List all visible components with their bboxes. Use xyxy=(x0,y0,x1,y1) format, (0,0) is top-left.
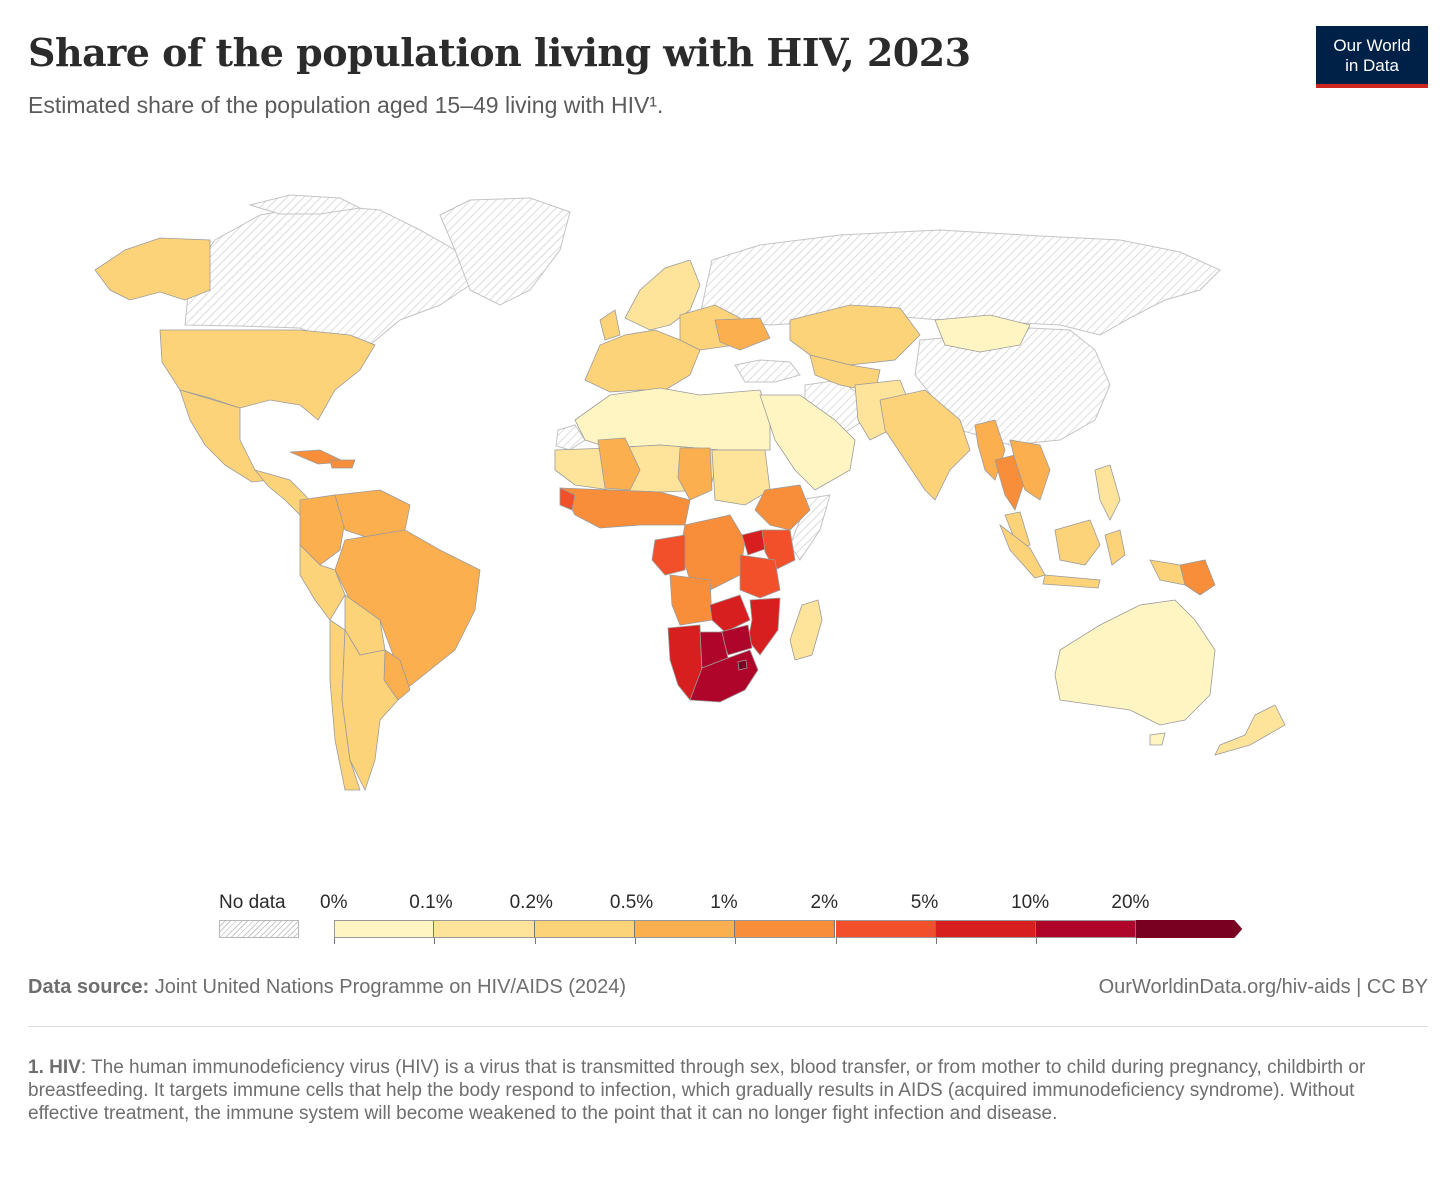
logo-line-1: Our World xyxy=(1333,36,1411,55)
region-indonesia-java[interactable] xyxy=(1042,574,1101,589)
world-map xyxy=(94,194,1286,792)
legend-bin[interactable] xyxy=(735,920,836,938)
source-url[interactable]: OurWorldinData.org/hiv-aids | CC BY xyxy=(1098,976,1428,998)
legend-bin[interactable] xyxy=(1036,920,1137,938)
region-indonesia-sumatra[interactable] xyxy=(999,523,1046,579)
legend-bin[interactable] xyxy=(334,920,435,938)
region-argentina[interactable] xyxy=(341,628,399,792)
data-source-label: Data source: xyxy=(28,976,150,998)
legend-no-data-label: No data xyxy=(219,892,286,913)
legend-tick-label: 0% xyxy=(320,892,348,913)
region-angola[interactable] xyxy=(669,574,713,626)
owid-logo[interactable]: Our World in Data xyxy=(1316,26,1428,88)
footnote-text: : The human immunodeficiency virus (HIV)… xyxy=(28,1057,1366,1124)
region-peru[interactable] xyxy=(299,544,346,621)
region-madagascar[interactable] xyxy=(789,599,823,661)
chart-subtitle: Estimated share of the population aged 1… xyxy=(28,92,664,118)
region-philippines[interactable] xyxy=(1094,464,1121,521)
legend-bin[interactable] xyxy=(634,920,736,938)
region-mongolia[interactable] xyxy=(934,314,1031,353)
region-tasmania[interactable] xyxy=(1149,732,1166,746)
legend-tick xyxy=(1036,938,1038,944)
region-uk[interactable] xyxy=(599,309,621,341)
footnote-label: 1. HIV xyxy=(28,1057,81,1078)
legend-tick-label: 1% xyxy=(710,892,738,913)
data-regions xyxy=(94,237,1286,792)
region-mexico[interactable] xyxy=(179,389,272,483)
logo-line-2: in Data xyxy=(1345,56,1399,75)
region-new-zealand[interactable] xyxy=(1214,704,1286,756)
region-ukraine[interactable] xyxy=(714,317,771,351)
region-malawi-mozambique[interactable] xyxy=(747,597,781,656)
region-tanzania[interactable] xyxy=(739,554,781,599)
region-western-sahara[interactable] xyxy=(555,424,586,451)
region-indonesia-sulawesi[interactable] xyxy=(1104,529,1126,566)
legend-tick-label: 5% xyxy=(910,892,939,913)
legend-bin[interactable] xyxy=(935,920,1037,938)
legend-tick xyxy=(935,938,937,944)
legend-tick-label: 10% xyxy=(1011,892,1050,913)
region-new-guinea-west[interactable] xyxy=(1149,559,1186,586)
data-source: Data source: Joint United Nations Progra… xyxy=(28,976,626,999)
chart-title: Share of the population living with HIV,… xyxy=(28,30,971,75)
region-west-africa[interactable] xyxy=(559,487,691,529)
footer-divider xyxy=(28,1026,1428,1027)
legend-bin[interactable] xyxy=(434,920,535,938)
region-papua-new-guinea[interactable] xyxy=(1179,559,1216,596)
no-data-regions xyxy=(184,194,1221,561)
region-australia[interactable] xyxy=(1054,599,1216,726)
legend-tick xyxy=(835,938,837,944)
legend-bin-open-ended[interactable] xyxy=(1136,920,1244,938)
region-eswatini[interactable] xyxy=(737,659,748,671)
region-kazakhstan[interactable] xyxy=(789,304,921,366)
legend-tick-label: 0.1% xyxy=(409,892,453,913)
region-zambia[interactable] xyxy=(709,594,751,633)
region-mali[interactable] xyxy=(597,437,641,491)
legend-no-data-swatch[interactable] xyxy=(219,920,299,938)
region-arabian-peninsula[interactable] xyxy=(759,394,856,491)
region-sudan[interactable] xyxy=(711,449,771,506)
legend-tick-label: 0.2% xyxy=(509,892,553,913)
legend-tick xyxy=(1136,938,1138,944)
region-scandinavia[interactable] xyxy=(624,259,701,331)
legend-tick xyxy=(434,938,436,944)
region-india[interactable] xyxy=(879,389,971,501)
footnote: 1. HIV: The human immunodeficiency virus… xyxy=(28,1056,1428,1125)
region-canada-islands[interactable] xyxy=(248,194,362,215)
legend-tick xyxy=(735,938,737,944)
data-source-text[interactable]: Joint United Nations Programme on HIV/AI… xyxy=(154,976,627,998)
legend-tick-label: 2% xyxy=(810,892,838,913)
region-greenland[interactable] xyxy=(439,197,571,306)
legend-tick xyxy=(534,938,536,944)
logo-accent-bar xyxy=(1316,84,1428,88)
region-canada[interactable] xyxy=(184,204,471,346)
region-hispaniola[interactable] xyxy=(329,459,356,469)
region-chad[interactable] xyxy=(677,447,713,501)
legend-tick-label: 0.5% xyxy=(609,892,654,913)
legend-bin[interactable] xyxy=(835,920,936,938)
legend-bin[interactable] xyxy=(534,920,635,938)
legend-tick-label: 20% xyxy=(1111,892,1150,913)
region-sierra-leone-liberia[interactable] xyxy=(559,487,576,511)
region-alaska[interactable] xyxy=(94,237,211,301)
color-legend: No data 0% 0.1% 0.2% 0.5% 1% 2% 5% 10% 20% xyxy=(210,880,1250,950)
legend-tick xyxy=(334,938,335,944)
region-indonesia-borneo[interactable] xyxy=(1054,519,1101,566)
region-gabon-congo[interactable] xyxy=(651,534,686,576)
region-indochina[interactable] xyxy=(1009,439,1051,501)
region-turkey[interactable] xyxy=(734,359,801,383)
legend-tick xyxy=(634,938,636,944)
